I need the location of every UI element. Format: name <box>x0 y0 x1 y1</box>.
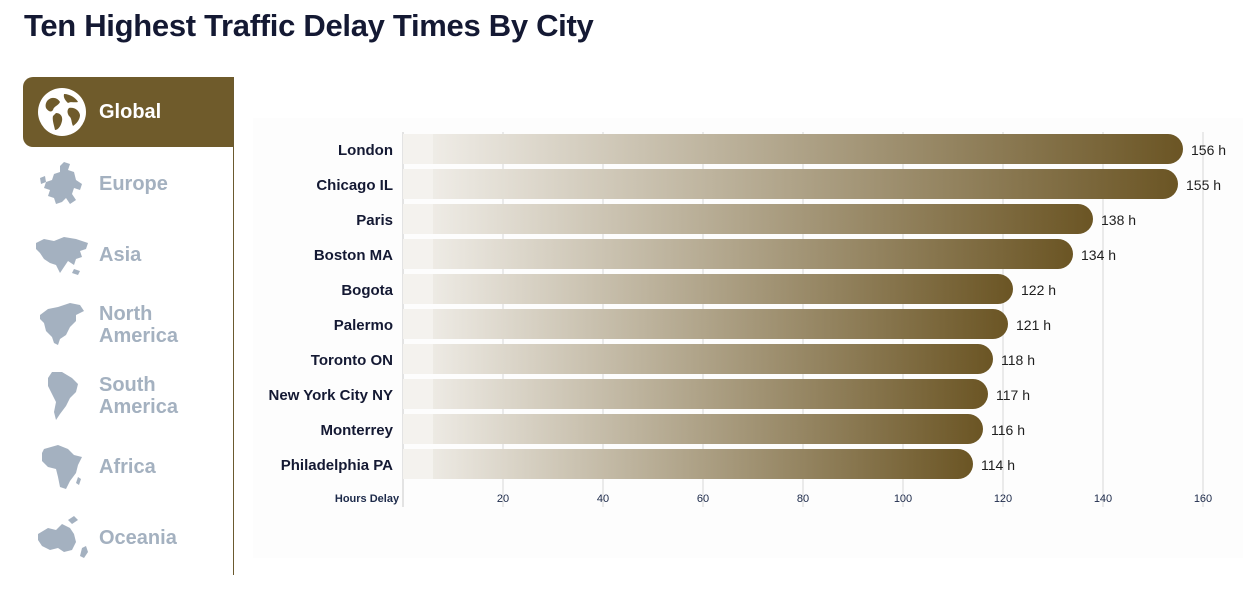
bar <box>403 309 1008 339</box>
region-tab-europe[interactable]: Europe <box>23 149 233 219</box>
chart-panel: London Chicago IL Paris Boston MA Bogota Pale… <box>253 118 1243 558</box>
bar <box>403 379 988 409</box>
bar-left-edge <box>403 274 433 304</box>
value-label: 114 h <box>981 457 1015 473</box>
bar <box>403 204 1093 234</box>
value-label: 118 h <box>1001 352 1035 368</box>
x-tick-label: 160 <box>1194 493 1212 505</box>
region-tab-africa[interactable]: Africa <box>23 432 233 502</box>
x-tick-label: 100 <box>894 493 912 505</box>
region-label: South America <box>99 374 199 418</box>
value-label: 116 h <box>991 422 1025 438</box>
bar <box>403 449 973 479</box>
bar <box>403 344 993 374</box>
asia-map-icon <box>33 226 91 284</box>
bar-left-edge <box>403 379 433 409</box>
value-label: 134 h <box>1081 247 1116 263</box>
category-label: Chicago IL <box>316 177 393 194</box>
value-label: 122 h <box>1021 282 1056 298</box>
bar-left-edge <box>403 204 433 234</box>
africa-map-icon <box>33 438 91 496</box>
north-america-map-icon <box>33 296 91 354</box>
category-label: New York City NY <box>269 387 393 404</box>
region-label: Global <box>99 101 199 123</box>
delay-bar-chart: London Chicago IL Paris Boston MA Bogota Pale… <box>253 118 1243 558</box>
x-axis-title: Hours Delay <box>335 493 400 505</box>
category-label: Monterrey <box>320 422 393 439</box>
bar <box>403 169 1178 199</box>
bar-left-edge <box>403 134 433 164</box>
bar-left-edge <box>403 239 433 269</box>
category-label: Paris <box>356 212 393 229</box>
bar-left-edge <box>403 169 433 199</box>
bar-left-edge <box>403 449 433 479</box>
category-label: Toronto ON <box>311 352 393 369</box>
europe-map-icon <box>33 155 91 213</box>
bar <box>403 274 1013 304</box>
region-tab-asia[interactable]: Asia <box>23 220 233 290</box>
region-tab-oceania[interactable]: Oceania <box>23 503 233 573</box>
category-label: London <box>338 142 393 159</box>
category-label: Boston MA <box>314 247 393 264</box>
region-label: Africa <box>99 456 199 478</box>
region-tab-north-america[interactable]: North America <box>23 290 233 360</box>
region-sidebar: Global Europe Asia North America <box>23 77 234 575</box>
bars <box>403 134 1183 479</box>
bar <box>403 239 1073 269</box>
value-label: 138 h <box>1101 212 1136 228</box>
south-america-map-icon <box>33 367 91 425</box>
x-tick-label: 120 <box>994 493 1012 505</box>
category-label: Philadelphia PA <box>281 457 393 474</box>
value-label: 117 h <box>996 387 1030 403</box>
x-tick-label: 60 <box>697 493 709 505</box>
bar-left-edge <box>403 414 433 444</box>
category-label: Bogota <box>341 282 393 299</box>
value-label: 121 h <box>1016 317 1051 333</box>
x-axis: Hours Delay 20 40 60 80 100 120 140 160 <box>335 493 1212 505</box>
x-tick-label: 80 <box>797 493 809 505</box>
oceania-map-icon <box>33 509 91 567</box>
region-label: Europe <box>99 173 199 195</box>
page-title: Ten Highest Traffic Delay Times By City <box>24 8 593 44</box>
region-tab-south-america[interactable]: South America <box>23 361 233 431</box>
category-labels: London Chicago IL Paris Boston MA Bogota Pale… <box>269 142 394 474</box>
value-label: 156 h <box>1191 142 1226 158</box>
region-tab-global[interactable]: Global <box>23 77 233 147</box>
region-label: Asia <box>99 244 199 266</box>
x-tick-label: 140 <box>1094 493 1112 505</box>
region-label: North America <box>99 303 199 347</box>
globe-icon <box>33 83 91 141</box>
value-label: 155 h <box>1186 177 1221 193</box>
x-tick-label: 40 <box>597 493 609 505</box>
bar-left-edge <box>403 309 433 339</box>
category-label: Palermo <box>334 317 393 334</box>
bar-left-edge <box>403 344 433 374</box>
x-tick-label: 20 <box>497 493 509 505</box>
region-label: Oceania <box>99 527 199 549</box>
bar <box>403 134 1183 164</box>
bar <box>403 414 983 444</box>
